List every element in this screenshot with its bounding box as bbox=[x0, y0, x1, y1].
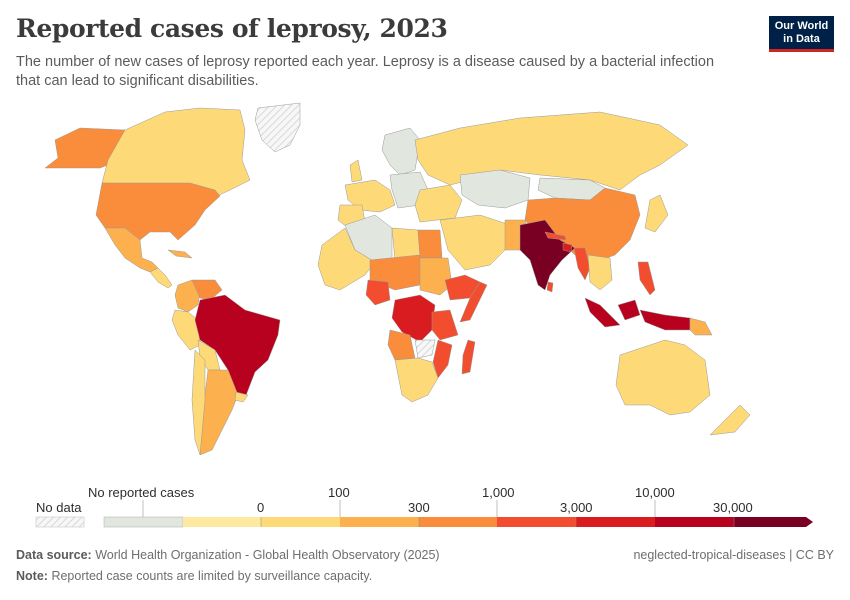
region-scandinavia[interactable] bbox=[381, 127, 421, 176]
region-indochina[interactable] bbox=[587, 254, 613, 291]
region-peru[interactable] bbox=[171, 309, 201, 351]
region-west-africa[interactable] bbox=[317, 227, 376, 291]
region-sri-lanka[interactable] bbox=[546, 281, 554, 293]
region-indonesia[interactable] bbox=[584, 297, 621, 328]
region-southern-africa[interactable] bbox=[394, 357, 439, 403]
region-greenland[interactable] bbox=[254, 102, 301, 153]
region-mexico[interactable] bbox=[104, 227, 159, 273]
legend-tick-3000: 3,000 bbox=[560, 500, 593, 515]
legend-tick-10000: 10,000 bbox=[635, 485, 675, 500]
region-zambia[interactable] bbox=[414, 339, 436, 359]
region-new-zealand[interactable] bbox=[709, 404, 751, 436]
region-india[interactable] bbox=[519, 219, 576, 291]
data-source-link[interactable]: World Health Organization - Global Healt… bbox=[95, 548, 440, 562]
region-venezuela[interactable] bbox=[191, 279, 223, 301]
region-sudan[interactable] bbox=[419, 257, 453, 296]
region-russia[interactable] bbox=[414, 111, 689, 191]
region-nepal[interactable] bbox=[544, 231, 567, 241]
region-ukraine-turkey[interactable] bbox=[414, 184, 463, 223]
region-central-america[interactable] bbox=[149, 267, 173, 289]
region-kazakhstan[interactable] bbox=[459, 169, 531, 209]
data-source-label: Data source: bbox=[16, 548, 92, 562]
legend-no-cases-label: No reported cases bbox=[88, 485, 195, 500]
region-chile[interactable] bbox=[191, 349, 206, 456]
region-nigeria[interactable] bbox=[365, 279, 391, 306]
legend-tick-0: 0 bbox=[257, 500, 265, 515]
region-egypt[interactable] bbox=[417, 229, 443, 259]
region-australia[interactable] bbox=[615, 339, 711, 416]
legend-tick-30000: 30,000 bbox=[713, 500, 753, 515]
region-argentina[interactable] bbox=[199, 369, 239, 456]
chart-title: Reported cases of leprosy, 2023 bbox=[16, 14, 448, 43]
legend-tick-300: 300 bbox=[408, 500, 430, 515]
region-philippines[interactable] bbox=[637, 261, 656, 296]
chart-subtitle: The number of new cases of leprosy repor… bbox=[16, 54, 715, 89]
note: Note: Reported case counts are limited b… bbox=[16, 569, 372, 583]
region-indonesia-borneo[interactable] bbox=[617, 299, 641, 321]
region-uk[interactable] bbox=[349, 159, 363, 183]
region-png[interactable] bbox=[689, 317, 713, 336]
logo-line-2: in Data bbox=[783, 33, 820, 45]
region-alaska[interactable] bbox=[44, 127, 126, 169]
legend-tick-100: 100 bbox=[328, 485, 350, 500]
region-japan[interactable] bbox=[644, 194, 669, 233]
legend-bar bbox=[35, 500, 813, 528]
region-uruguay[interactable] bbox=[234, 391, 249, 403]
region-middle-east[interactable] bbox=[439, 214, 511, 271]
owid-logo[interactable]: Our World in Data bbox=[769, 16, 834, 52]
legend-tick-1000: 1,000 bbox=[482, 485, 515, 500]
region-tanzania[interactable] bbox=[431, 309, 459, 341]
region-western-europe[interactable] bbox=[344, 179, 396, 213]
note-label: Note: bbox=[16, 569, 48, 583]
data-source: Data source: World Health Organization -… bbox=[16, 548, 440, 562]
region-myanmar[interactable] bbox=[573, 247, 591, 281]
region-mozambique[interactable] bbox=[432, 339, 453, 379]
region-indonesia-east[interactable] bbox=[639, 309, 691, 331]
license-link[interactable]: neglected-tropical-diseases | CC BY bbox=[633, 548, 834, 562]
legend: No data No reported cases 100 1,000 10,0… bbox=[0, 478, 850, 538]
region-brazil[interactable] bbox=[194, 294, 281, 399]
legend-no-data-label: No data bbox=[36, 500, 82, 515]
note-text: Reported case counts are limited by surv… bbox=[51, 569, 373, 583]
region-madagascar[interactable] bbox=[461, 339, 476, 375]
region-drc[interactable] bbox=[391, 294, 436, 343]
world-map[interactable] bbox=[0, 95, 850, 475]
region-cuba[interactable] bbox=[167, 249, 193, 259]
logo-line-1: Our World bbox=[774, 20, 829, 32]
region-bangladesh[interactable] bbox=[562, 242, 573, 253]
region-somalia[interactable] bbox=[459, 281, 488, 323]
